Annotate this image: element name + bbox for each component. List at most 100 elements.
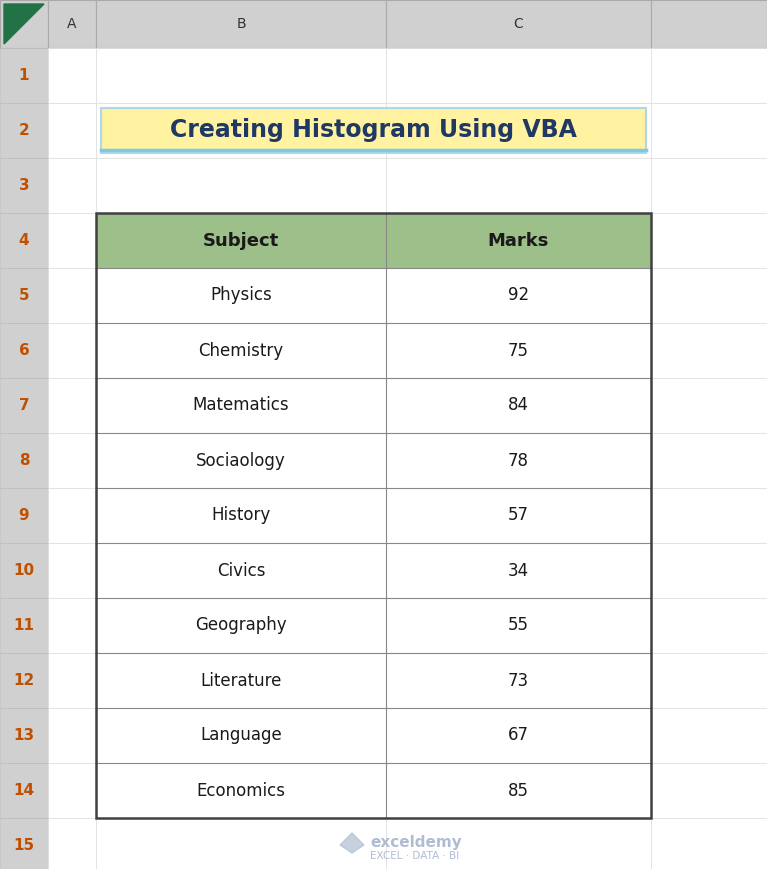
Bar xyxy=(386,268,651,323)
Text: 57: 57 xyxy=(508,507,529,525)
Bar xyxy=(96,818,386,869)
Bar xyxy=(96,763,386,818)
Bar xyxy=(96,488,386,543)
Bar xyxy=(386,213,651,268)
Bar xyxy=(651,378,767,433)
Bar xyxy=(386,763,651,818)
Bar xyxy=(96,213,386,268)
Bar xyxy=(48,48,96,103)
Bar xyxy=(0,48,48,103)
Bar xyxy=(386,433,651,488)
Bar xyxy=(386,213,651,268)
Bar xyxy=(48,433,96,488)
Bar xyxy=(96,0,386,48)
Bar xyxy=(386,103,651,158)
Bar xyxy=(386,378,651,433)
Bar xyxy=(386,653,651,708)
Text: B: B xyxy=(236,17,245,31)
Bar xyxy=(96,433,386,488)
Text: 92: 92 xyxy=(508,287,529,304)
Bar xyxy=(48,103,96,158)
Text: C: C xyxy=(514,17,523,31)
Bar xyxy=(96,213,651,818)
Bar xyxy=(0,708,48,763)
Bar xyxy=(386,818,651,869)
Bar xyxy=(96,323,386,378)
Text: 67: 67 xyxy=(508,726,529,745)
Bar xyxy=(386,158,651,213)
Text: 85: 85 xyxy=(508,781,529,799)
Text: 8: 8 xyxy=(18,453,29,468)
Bar xyxy=(0,818,48,869)
Text: Chemistry: Chemistry xyxy=(199,342,284,360)
Text: 2: 2 xyxy=(18,123,29,138)
Text: 75: 75 xyxy=(508,342,529,360)
Bar xyxy=(386,763,651,818)
Bar xyxy=(651,48,767,103)
Text: 1: 1 xyxy=(18,68,29,83)
Text: Matematics: Matematics xyxy=(193,396,289,415)
Text: Literature: Literature xyxy=(200,672,281,689)
Bar xyxy=(96,708,386,763)
Text: 12: 12 xyxy=(13,673,35,688)
Text: 3: 3 xyxy=(18,178,29,193)
Bar xyxy=(0,158,48,213)
Text: 14: 14 xyxy=(14,783,35,798)
Bar xyxy=(0,488,48,543)
Bar xyxy=(48,213,96,268)
Bar xyxy=(96,103,386,158)
Bar xyxy=(101,108,646,153)
Bar xyxy=(386,708,651,763)
Bar xyxy=(386,323,651,378)
Polygon shape xyxy=(4,4,44,44)
Bar xyxy=(96,323,386,378)
Bar xyxy=(651,818,767,869)
Text: exceldemy: exceldemy xyxy=(370,835,462,851)
Text: Marks: Marks xyxy=(488,231,549,249)
Text: 10: 10 xyxy=(14,563,35,578)
Bar xyxy=(0,543,48,598)
Bar xyxy=(386,323,651,378)
Bar xyxy=(0,323,48,378)
Bar xyxy=(96,543,386,598)
Bar xyxy=(386,598,651,653)
Polygon shape xyxy=(340,833,364,853)
Bar xyxy=(48,763,96,818)
Bar xyxy=(386,653,651,708)
Bar xyxy=(651,763,767,818)
Bar xyxy=(48,653,96,708)
Bar xyxy=(386,598,651,653)
Text: History: History xyxy=(212,507,271,525)
Bar xyxy=(48,488,96,543)
Bar xyxy=(386,433,651,488)
Text: Sociaology: Sociaology xyxy=(196,452,286,469)
Bar xyxy=(386,0,651,48)
Bar xyxy=(48,598,96,653)
Bar xyxy=(0,268,48,323)
Bar xyxy=(96,653,386,708)
Bar xyxy=(386,543,651,598)
Bar xyxy=(651,0,767,48)
Bar xyxy=(651,323,767,378)
Bar xyxy=(651,708,767,763)
Text: 15: 15 xyxy=(14,838,35,853)
Text: Language: Language xyxy=(200,726,282,745)
Text: A: A xyxy=(67,17,77,31)
Text: 73: 73 xyxy=(508,672,529,689)
Text: Economics: Economics xyxy=(196,781,285,799)
Text: 55: 55 xyxy=(508,616,529,634)
Bar xyxy=(48,818,96,869)
Bar xyxy=(386,543,651,598)
Bar xyxy=(651,488,767,543)
Bar xyxy=(0,763,48,818)
Bar xyxy=(48,378,96,433)
Bar xyxy=(48,708,96,763)
Bar xyxy=(651,543,767,598)
Bar xyxy=(651,213,767,268)
Text: Physics: Physics xyxy=(210,287,272,304)
Bar xyxy=(96,158,386,213)
Text: Creating Histogram Using VBA: Creating Histogram Using VBA xyxy=(170,118,577,143)
Bar xyxy=(0,433,48,488)
Text: 84: 84 xyxy=(508,396,529,415)
Bar xyxy=(48,158,96,213)
